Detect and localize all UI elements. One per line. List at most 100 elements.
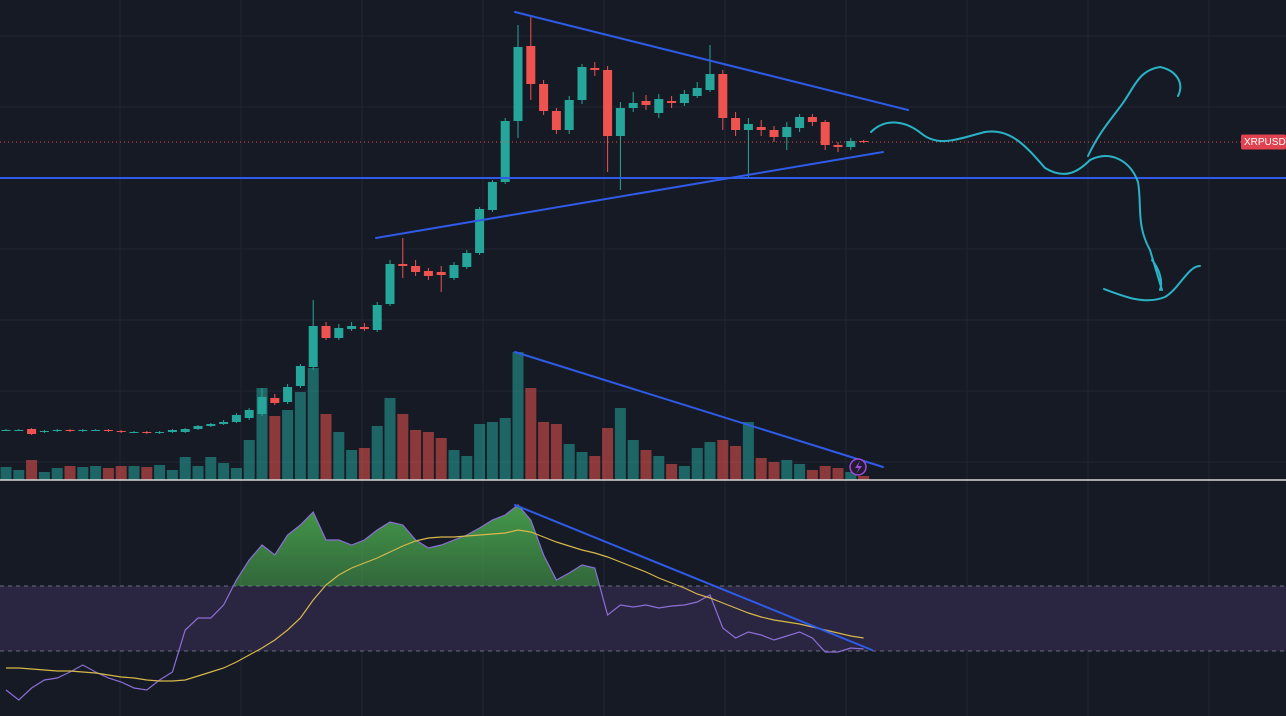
candle-body — [743, 124, 753, 130]
volume-bar — [154, 465, 166, 480]
candle-body — [654, 99, 664, 113]
volume-bar — [384, 398, 396, 480]
volume-bar — [755, 458, 767, 480]
candle-body — [603, 70, 613, 136]
candle-body — [859, 141, 869, 142]
volume-bar — [806, 470, 818, 480]
candle-body — [65, 430, 75, 431]
candle-body — [1, 430, 11, 431]
volume-bar — [538, 422, 550, 480]
band-fill — [0, 586, 1286, 651]
candle-body — [39, 431, 49, 432]
candle-body — [692, 88, 702, 96]
candle-body — [142, 432, 152, 433]
candle-body — [167, 430, 177, 432]
volume-bar — [602, 428, 614, 480]
volume-bar — [845, 472, 857, 480]
volume-bar — [294, 392, 306, 480]
volume-bar — [666, 464, 678, 480]
candle-body — [513, 47, 523, 121]
candle-body — [129, 432, 139, 433]
volume-bar — [832, 468, 844, 480]
candle-body — [846, 141, 856, 147]
candle-body — [436, 272, 446, 275]
candle-body — [615, 108, 625, 136]
candle-body — [180, 429, 190, 432]
alert-bolt — [855, 461, 862, 474]
candle-body — [526, 46, 536, 84]
candle-body — [347, 326, 357, 329]
volume-bar — [614, 408, 626, 480]
candle-body — [551, 111, 561, 130]
volume-bar — [858, 476, 870, 480]
volume-pane — [0, 352, 870, 480]
candle-body — [705, 74, 715, 90]
candle-body — [807, 117, 817, 122]
candle-body — [231, 415, 241, 422]
trendline-upper — [514, 11, 909, 111]
volume-bar — [320, 414, 332, 480]
volume-bar — [717, 440, 729, 480]
volume-bar — [589, 456, 601, 480]
volume-trendline — [514, 351, 884, 468]
candle-body — [628, 103, 638, 108]
candle-body — [462, 253, 472, 267]
volume-bar — [678, 466, 690, 480]
volume-bar — [704, 442, 716, 480]
volume-bar — [218, 463, 230, 480]
volume-bar — [346, 450, 358, 480]
volume-bar — [691, 448, 703, 480]
candle-body — [769, 130, 779, 137]
volume-bar — [397, 414, 409, 480]
volume-bar — [115, 466, 127, 480]
candle-body — [103, 430, 113, 431]
volume-bar — [794, 464, 806, 480]
candle-body — [539, 84, 549, 111]
candle-body — [718, 74, 728, 118]
candle-body — [475, 209, 485, 253]
volume-bar — [192, 466, 204, 480]
candle-body — [155, 432, 165, 433]
candle-body — [91, 430, 101, 431]
volume-bar — [26, 460, 38, 480]
volume-bar — [435, 438, 447, 480]
candle-body — [206, 424, 216, 426]
volume-bar — [166, 470, 178, 480]
symbol-tag-box — [1241, 134, 1286, 150]
volume-bar — [230, 468, 242, 480]
volume-bar — [742, 422, 754, 480]
volume-bar — [64, 466, 76, 480]
candle-body — [590, 68, 600, 70]
volume-bar — [525, 388, 537, 480]
candle-body — [244, 410, 254, 418]
candle-body — [500, 121, 510, 182]
volume-bar — [410, 430, 422, 480]
candle-body — [398, 264, 408, 266]
volume-bar — [282, 410, 294, 480]
candle-body — [308, 326, 318, 367]
price-pane — [0, 15, 1286, 435]
candle-body — [257, 397, 267, 414]
candle-body — [487, 182, 497, 210]
volume-bar — [640, 450, 652, 480]
candle-body — [679, 94, 689, 103]
candle-body — [756, 127, 766, 130]
volume-bar — [422, 432, 434, 480]
volume-bar — [51, 468, 63, 480]
candle-body — [577, 67, 587, 100]
volume-bar — [333, 432, 345, 480]
candle-body — [219, 422, 229, 424]
oscillator-line — [5, 504, 864, 701]
volume-bar — [128, 466, 140, 480]
candle-body — [295, 366, 305, 386]
volume-bar — [448, 450, 460, 480]
volume-bar — [550, 424, 562, 480]
candle-body — [321, 326, 331, 338]
candle-body — [193, 426, 203, 429]
volume-bar — [499, 418, 511, 480]
volume-bar — [653, 456, 665, 480]
volume-bar — [563, 444, 575, 480]
volume-bar — [179, 457, 191, 480]
